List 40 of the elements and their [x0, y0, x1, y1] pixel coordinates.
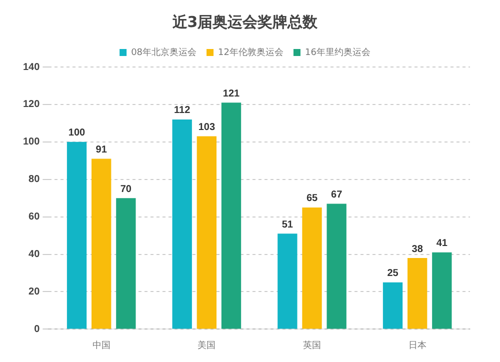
y-tick-label: 0 [34, 324, 40, 335]
data-label: 100 [68, 128, 86, 139]
legend-label: 16年里约奥运会 [304, 46, 370, 58]
y-tick-label: 80 [28, 174, 40, 186]
data-label: 112 [174, 105, 191, 116]
y-tick-label: 100 [22, 136, 40, 148]
bar [302, 207, 322, 329]
chart-title: 近3届奥运会奖牌总数 [171, 12, 319, 31]
bar [92, 158, 112, 329]
x-tick-label: 中国 [92, 340, 110, 350]
data-label: 51 [282, 219, 294, 230]
bar [116, 198, 136, 329]
bar [221, 102, 242, 329]
data-label: 38 [412, 244, 424, 255]
data-label: 25 [387, 268, 399, 280]
bar [408, 258, 428, 329]
data-label: 70 [120, 184, 132, 195]
bar [196, 136, 217, 329]
data-label: 65 [306, 193, 318, 204]
data-label: 67 [331, 189, 343, 200]
bar [326, 204, 346, 329]
x-tick-label: 英国 [303, 340, 322, 350]
y-tick-label: 120 [22, 99, 40, 110]
y-tick-label: 20 [28, 286, 40, 298]
bar [278, 234, 298, 329]
bar [172, 119, 192, 329]
y-tick-label: 140 [22, 62, 40, 73]
x-tick-label: 日本 [408, 340, 426, 350]
x-tick-label: 美国 [198, 340, 216, 350]
y-tick-label: 60 [28, 212, 40, 223]
data-label: 121 [222, 88, 240, 100]
bar [432, 252, 452, 329]
legend-label: 08年北京奥运会 [131, 46, 197, 58]
bar [382, 282, 403, 329]
data-label: 91 [96, 144, 108, 156]
data-label: 103 [198, 122, 216, 134]
data-label: 41 [436, 238, 448, 250]
y-tick-label: 40 [28, 249, 40, 260]
legend-label: 12年伦敦奥运会 [218, 46, 284, 58]
bar [66, 142, 87, 329]
